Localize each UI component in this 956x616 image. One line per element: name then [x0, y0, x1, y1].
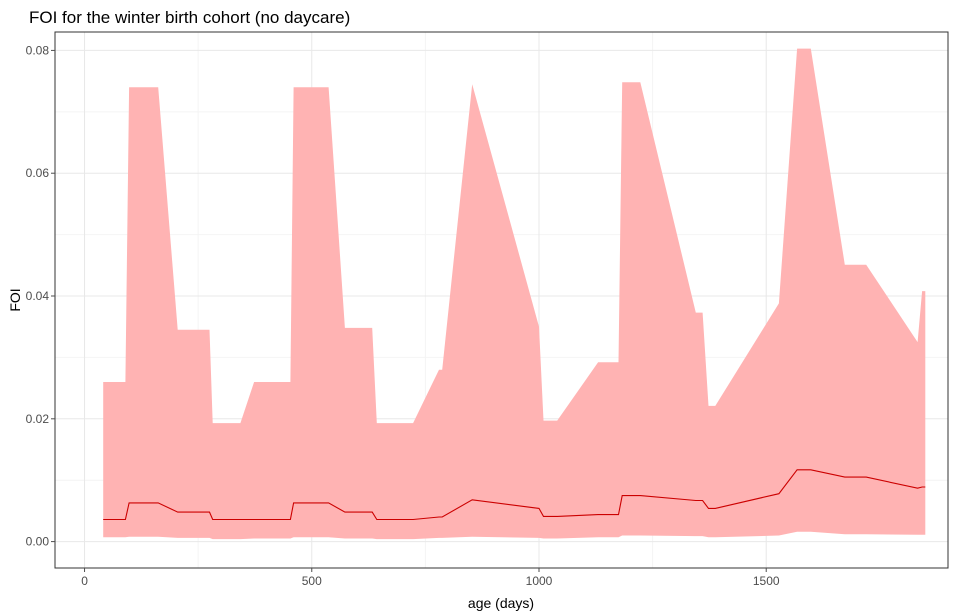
x-tick-label: 1500 — [753, 574, 780, 588]
y-tick-label: 0.00 — [26, 535, 50, 549]
y-tick-label: 0.06 — [26, 166, 50, 180]
panel-border — [54, 31, 949, 569]
x-tick-label: 1000 — [526, 574, 553, 588]
y-tick-label: 0.04 — [26, 289, 50, 303]
x-tick-label: 500 — [302, 574, 322, 588]
foi-line — [103, 469, 926, 521]
y-axis: 0.00 0.02 0.04 0.06 0.08 — [26, 43, 55, 549]
x-axis: 0 500 1000 1500 — [81, 568, 780, 588]
y-axis-title: FOI — [7, 288, 23, 311]
x-axis-title: age (days) — [468, 595, 534, 611]
y-tick-label: 0.02 — [26, 412, 50, 426]
foi-line-layer — [103, 469, 926, 521]
y-tick-label: 0.08 — [26, 43, 50, 57]
confidence-band — [103, 48, 926, 540]
confidence-band-layer — [103, 48, 926, 540]
x-tick-label: 0 — [81, 574, 88, 588]
chart-title: FOI for the winter birth cohort (no dayc… — [29, 8, 350, 27]
